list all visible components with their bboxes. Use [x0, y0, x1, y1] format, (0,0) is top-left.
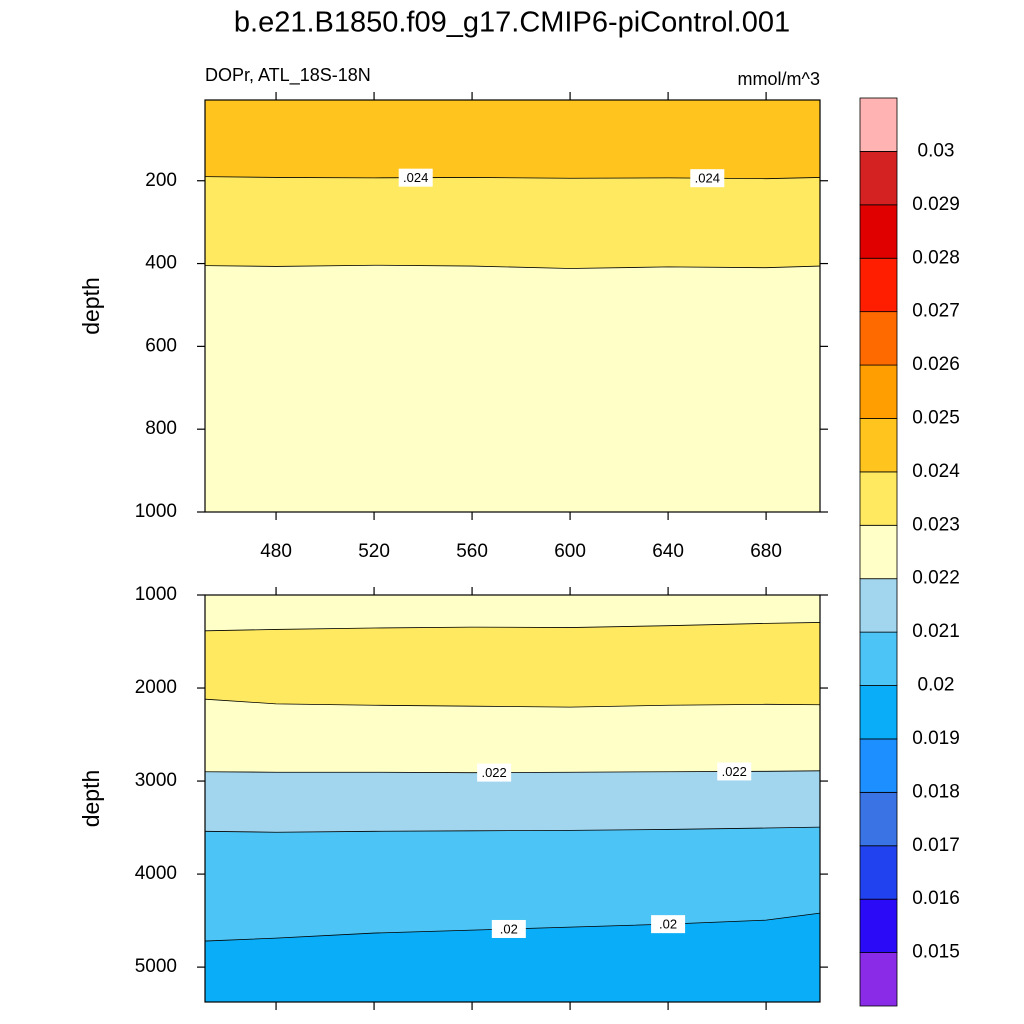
x-tick-label: 680	[750, 541, 782, 562]
contour-region	[205, 176, 820, 269]
y-tick-label: 4000	[135, 863, 177, 884]
y-tick-label: 200	[145, 170, 177, 191]
colorbar-label: 0.02	[918, 675, 955, 696]
contour-line	[204, 826, 821, 833]
colorbar-label: 0.017	[912, 835, 960, 856]
contour-line	[204, 698, 821, 708]
y-tick-label: 3000	[135, 770, 177, 791]
contour-label: .024	[403, 170, 428, 185]
colorbar-label: 0.019	[912, 728, 960, 749]
y-axis-label: depth	[78, 770, 104, 828]
colorbar-label: 0.03	[918, 140, 955, 161]
contour-label-box	[651, 915, 686, 934]
contour-label: .022	[481, 765, 506, 780]
plot-frame	[204, 99, 821, 513]
contour-label-box	[398, 168, 433, 187]
contour-label: .022	[722, 764, 747, 779]
x-tick-label: 520	[358, 541, 390, 562]
contour-label-box	[717, 762, 752, 781]
colorbar-label: 0.026	[912, 354, 960, 375]
colorbar-box	[859, 791, 898, 847]
colorbar-label: 0.025	[912, 407, 960, 428]
contour-region	[205, 595, 820, 631]
colorbar-box	[859, 898, 898, 953]
contour-region	[205, 913, 820, 1002]
contour-region	[205, 699, 820, 773]
colorbar-label: 0.023	[912, 514, 960, 535]
x-tick-label: 640	[652, 541, 684, 562]
colorbar-box	[859, 952, 898, 1007]
contour-label-box	[690, 169, 725, 188]
contour-label: .02	[500, 921, 518, 936]
y-tick-label: 1000	[135, 501, 177, 522]
y-axis-label: depth	[78, 277, 104, 335]
contour-label: .02	[659, 917, 677, 932]
contour-line	[204, 622, 821, 632]
colorbar-box	[859, 738, 898, 793]
colorbar-box	[859, 471, 898, 526]
colorbar-box	[859, 578, 898, 633]
contour-line	[204, 264, 821, 269]
subtitle: DOPr, ATL_18S-18N	[205, 65, 371, 86]
colorbar-box	[859, 204, 898, 259]
contour-region	[205, 100, 820, 179]
colorbar-label: 0.029	[912, 194, 960, 215]
chart-title: b.e21.B1850.f09_g17.CMIP6-piControl.001	[234, 7, 790, 39]
x-tick-label: 600	[554, 541, 586, 562]
y-tick-label: 5000	[135, 956, 177, 977]
colorbar-box	[859, 685, 898, 740]
colorbar-box	[859, 524, 898, 580]
colorbar-box	[859, 418, 898, 473]
contour-region	[205, 622, 820, 708]
colorbar-label: 0.021	[912, 621, 960, 642]
contour-region	[205, 770, 820, 833]
x-tick-label: 560	[456, 541, 488, 562]
contour-region	[205, 265, 820, 512]
colorbar-box	[859, 364, 898, 419]
colorbar-box	[859, 97, 898, 152]
y-tick-label: 2000	[135, 677, 177, 698]
colorbar-box	[859, 151, 898, 206]
colorbar-label: 0.024	[912, 461, 960, 482]
y-tick-label: 800	[145, 418, 177, 439]
contour-label-box	[491, 919, 526, 938]
colorbar-label: 0.028	[912, 247, 960, 268]
contour-label-box	[477, 763, 512, 782]
colorbar-label: 0.018	[912, 781, 960, 802]
contour-label: .024	[695, 171, 720, 186]
colorbar-box	[859, 257, 898, 313]
contour-line	[204, 176, 821, 180]
y-tick-label: 600	[145, 335, 177, 356]
units: mmol/m^3	[738, 69, 820, 89]
colorbar-label: 0.015	[912, 942, 960, 963]
colorbar-box	[859, 845, 898, 900]
plot-frame	[204, 594, 821, 1003]
contour-region	[205, 827, 820, 942]
colorbar-label: 0.022	[912, 568, 960, 589]
colorbar-label: 0.016	[912, 888, 960, 909]
colorbar-box	[859, 631, 898, 686]
y-tick-label: 1000	[135, 584, 177, 605]
y-tick-label: 400	[145, 253, 177, 274]
colorbar-label: 0.027	[912, 301, 960, 322]
x-tick-label: 480	[260, 541, 292, 562]
colorbar-box	[859, 311, 898, 366]
